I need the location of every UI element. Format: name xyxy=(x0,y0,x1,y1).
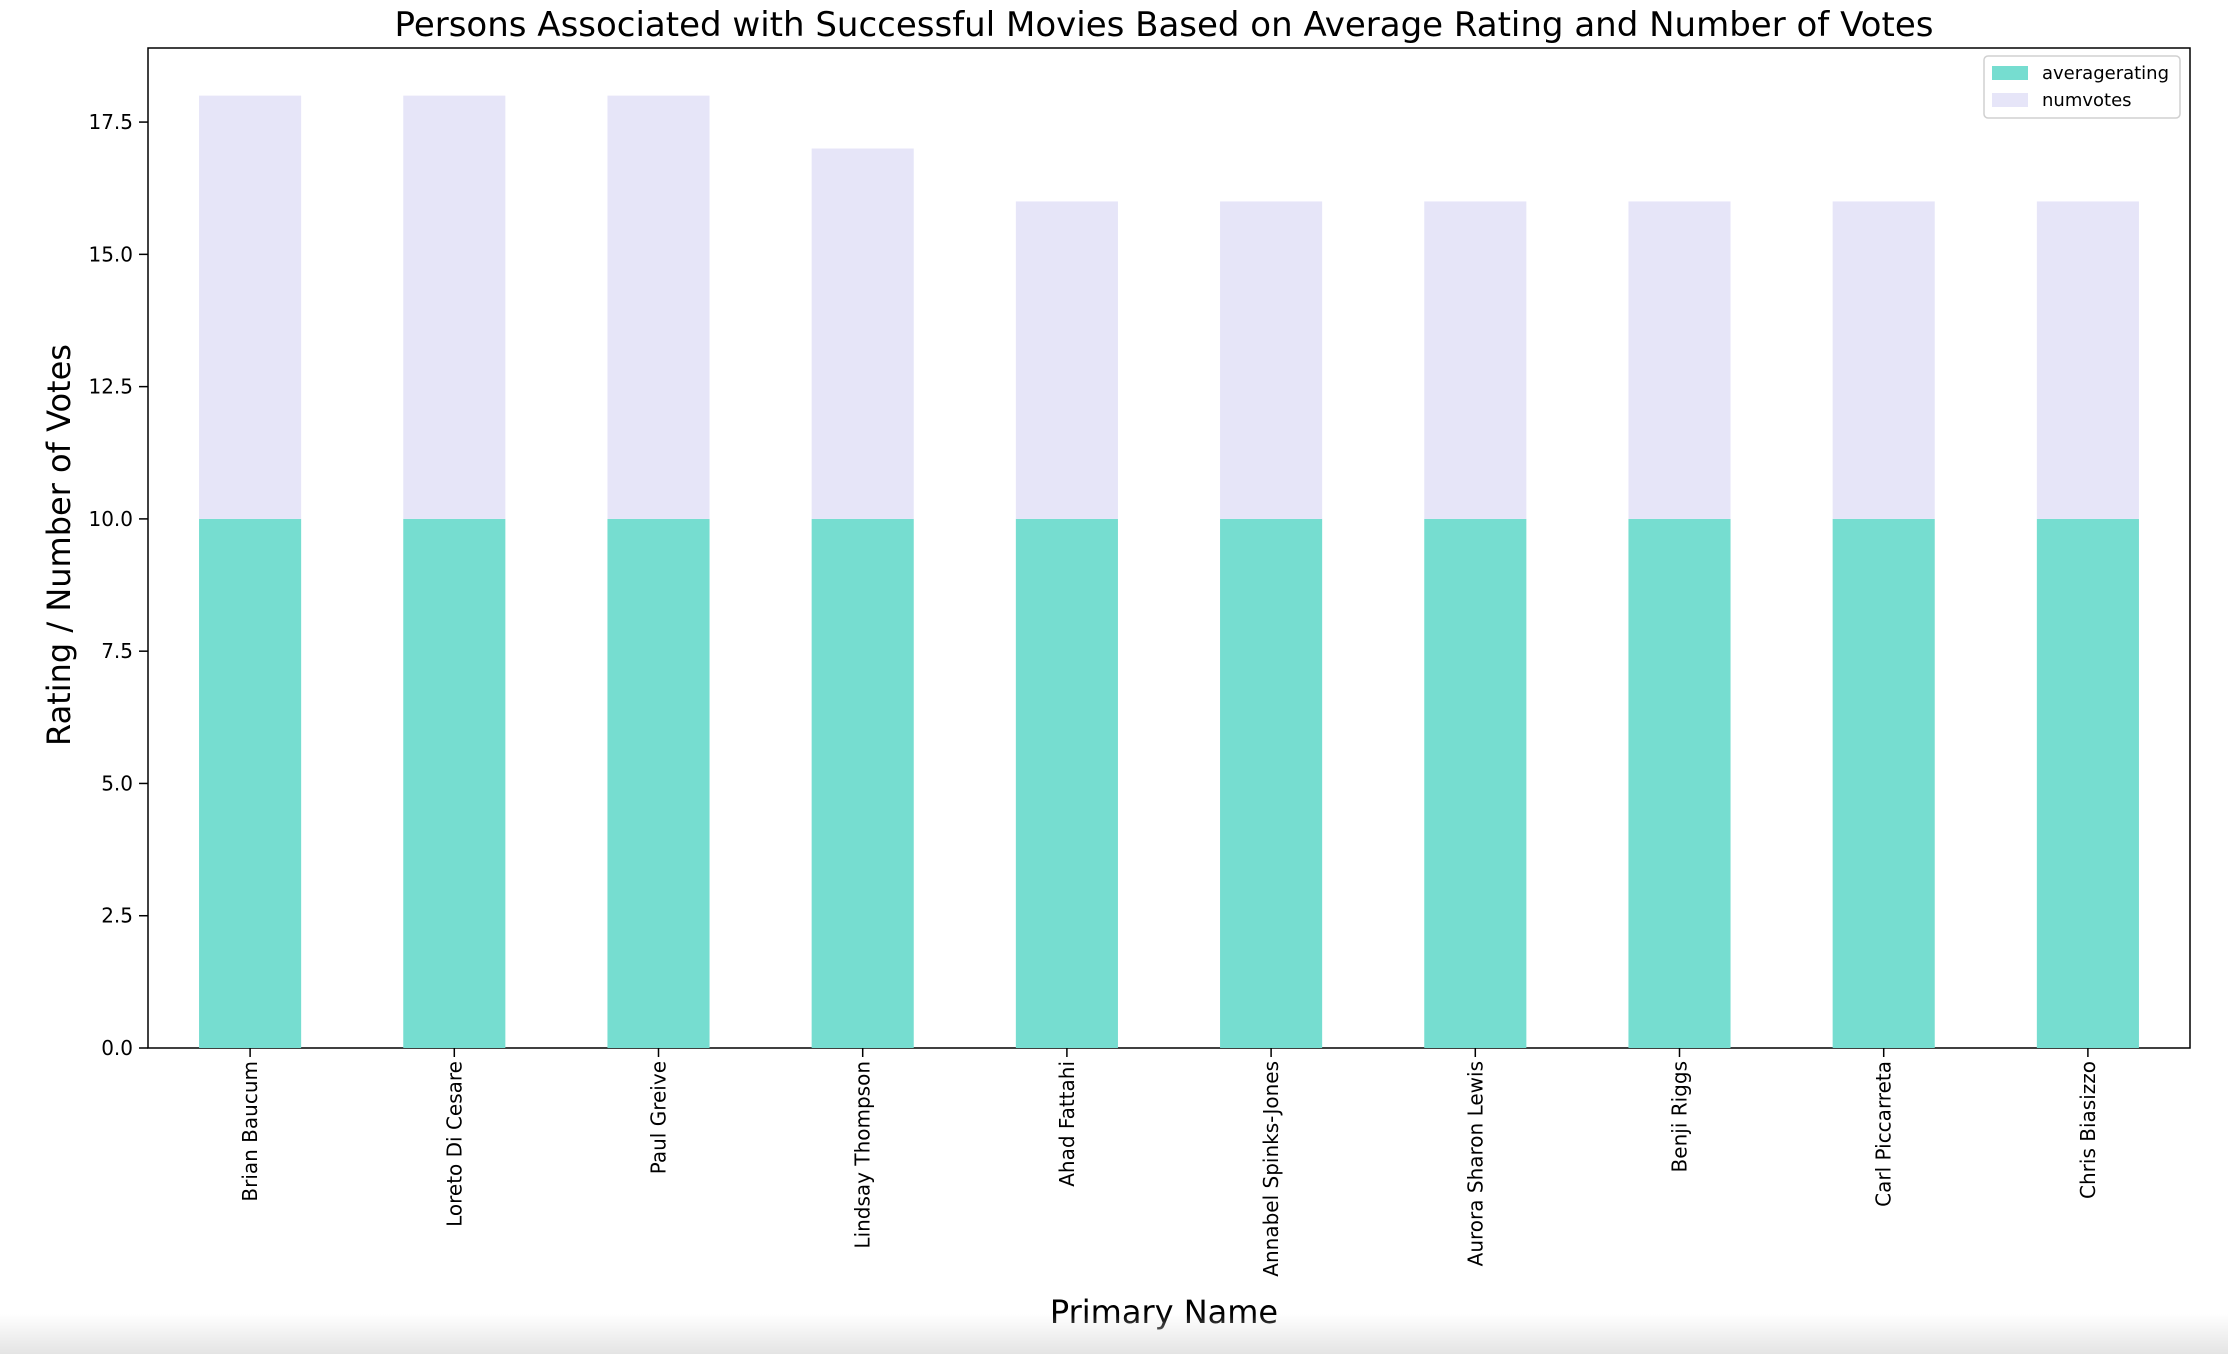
x-tick-label: Loreto Di Cesare xyxy=(442,1061,466,1227)
legend-swatch-numvotes xyxy=(1992,93,2028,107)
y-tick-label: 5.0 xyxy=(101,771,133,795)
bar-averagerating xyxy=(1832,518,1935,1048)
bar-averagerating xyxy=(1015,518,1118,1048)
bar-numvotes xyxy=(199,95,302,519)
bar-averagerating xyxy=(811,518,914,1048)
bar-numvotes xyxy=(403,95,506,519)
y-tick-label: 2.5 xyxy=(101,904,133,928)
bottom-shadow xyxy=(0,1314,2228,1354)
x-tick-label: Brian Baucum xyxy=(238,1061,262,1202)
y-tick-label: 10.0 xyxy=(88,507,133,531)
bar-averagerating xyxy=(1628,518,1731,1048)
bar-numvotes xyxy=(1832,201,1935,519)
bar-averagerating xyxy=(1424,518,1527,1048)
bar-numvotes xyxy=(811,148,914,519)
x-tick-label: Aurora Sharon Lewis xyxy=(1463,1061,1487,1266)
legend: averagerating numvotes xyxy=(1983,55,2181,119)
y-tick-label: 7.5 xyxy=(101,639,133,663)
x-tick-label: Carl Piccarreta xyxy=(1872,1061,1896,1207)
x-tick-label: Paul Greive xyxy=(647,1061,671,1174)
bar-averagerating xyxy=(199,518,302,1048)
bar-numvotes xyxy=(607,95,710,519)
bar-averagerating xyxy=(403,518,506,1048)
chart-title: Persons Associated with Successful Movie… xyxy=(395,5,1934,45)
legend-label: averagerating xyxy=(2042,63,2169,84)
plot-area: 0.0 2.5 5.0 7.5 10.0 12.5 15.0 17.5 Brian Baucum… xyxy=(88,47,2191,1277)
bar-numvotes xyxy=(1015,201,1118,519)
legend-label: numvotes xyxy=(2042,90,2132,111)
x-tick-label: Annabel Spinks-Jones xyxy=(1259,1061,1283,1277)
bar-numvotes xyxy=(1220,201,1323,519)
x-tick-label: Chris Biasizzo xyxy=(2076,1061,2100,1199)
x-tick-label: Benji Riggs xyxy=(1668,1061,1692,1172)
bar-numvotes xyxy=(2036,201,2139,519)
y-axis-label: Rating / Number of Votes xyxy=(40,344,78,746)
bar-numvotes xyxy=(1628,201,1731,519)
bar-averagerating xyxy=(2036,518,2139,1048)
bar-averagerating xyxy=(607,518,710,1048)
legend-swatch-averagerating xyxy=(1992,66,2028,80)
y-tick-label: 12.5 xyxy=(88,375,133,399)
x-tick-label: Ahad Fattahi xyxy=(1055,1061,1079,1187)
bar-averagerating xyxy=(1220,518,1323,1048)
legend-box xyxy=(1983,55,2181,119)
x-tick-label: Lindsay Thompson xyxy=(851,1061,875,1249)
y-tick-label: 15.0 xyxy=(88,242,133,266)
y-tick-label: 17.5 xyxy=(88,110,133,134)
y-tick-label: 0.0 xyxy=(101,1036,133,1060)
plot-frame xyxy=(147,47,2191,1049)
bar-numvotes xyxy=(1424,201,1527,519)
